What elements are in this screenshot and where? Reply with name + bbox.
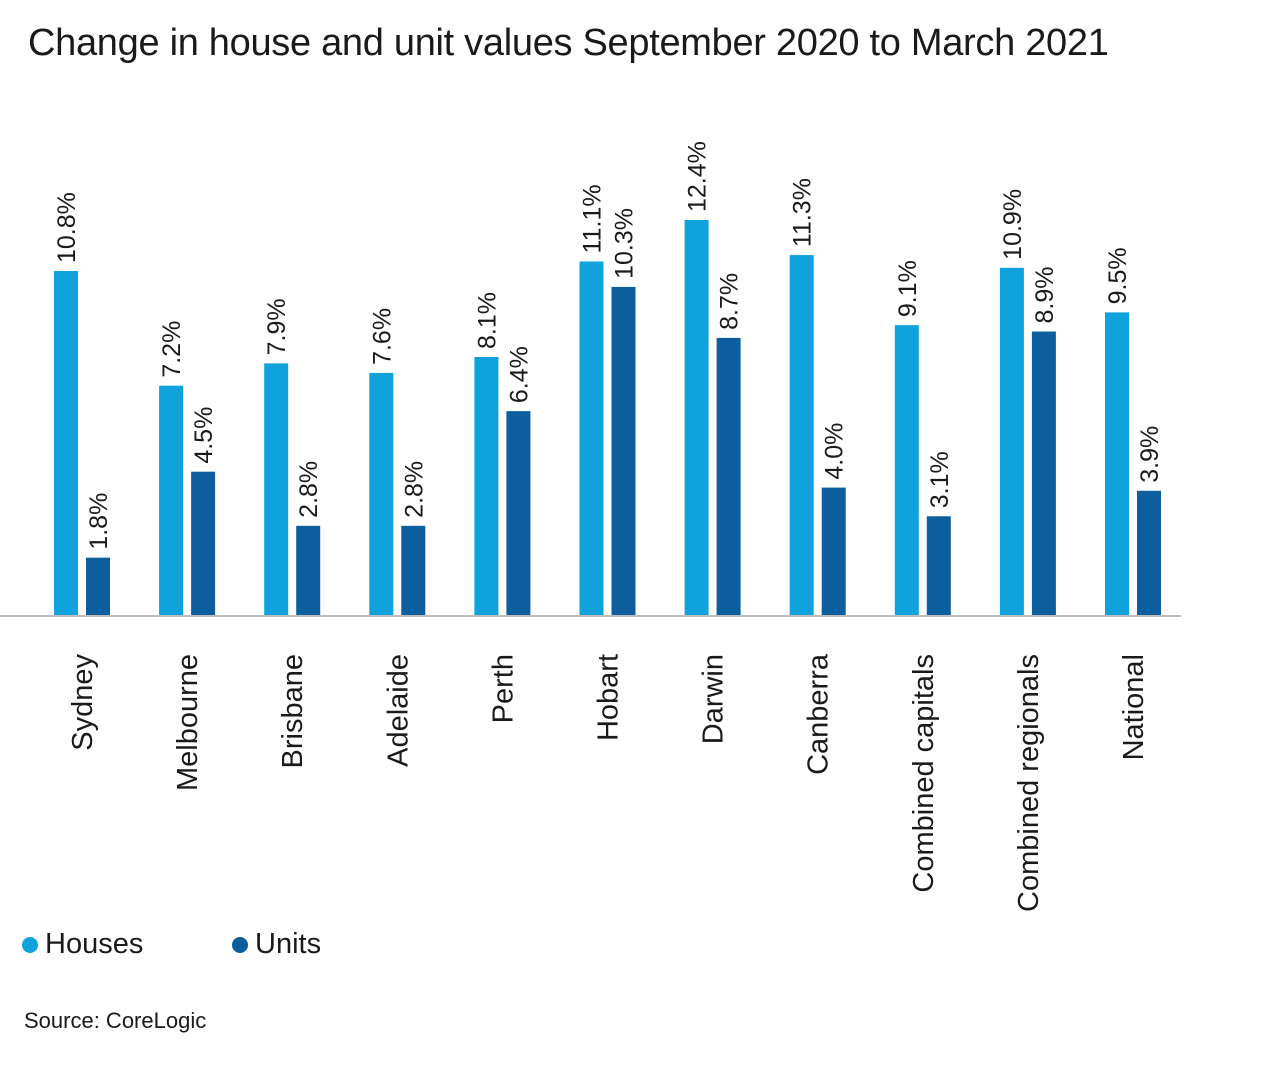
data-label-units-brisbane: 2.8%	[295, 461, 323, 518]
data-label-houses-hobart: 11.1%	[579, 184, 607, 253]
category-label-combined-regionals: Combined regionals	[1013, 654, 1045, 912]
data-label-units-perth: 6.4%	[505, 346, 533, 403]
data-label-houses-adelaide: 7.6%	[368, 308, 396, 365]
data-label-houses-national: 9.5%	[1104, 247, 1132, 304]
bar-units-darwin	[716, 337, 741, 615]
legend-item-houses: Houses	[22, 928, 143, 961]
bar-houses-national	[1105, 312, 1129, 615]
bar-houses-darwin	[684, 220, 709, 615]
data-label-houses-canberra: 11.3%	[789, 178, 817, 247]
category-label-national: National	[1118, 654, 1150, 760]
legend-item-units: Units	[232, 928, 321, 961]
data-label-units-combined-regionals: 8.9%	[1031, 267, 1059, 324]
legend-swatch-houses	[22, 936, 38, 953]
bar-chart: 10.8% 1.8% Sydney 7.2% 4.5% Melbourne 7.9% 2.8%…	[0, 141, 1181, 912]
category-label-adelaide: Adelaide	[382, 654, 414, 767]
data-label-units-darwin: 8.7%	[716, 273, 744, 330]
bar-houses-canberra	[789, 255, 814, 615]
data-label-units-national: 3.9%	[1136, 426, 1164, 483]
data-label-houses-sydney: 10.8%	[53, 192, 81, 263]
data-label-houses-darwin: 12.4%	[684, 141, 712, 212]
legend-label-units: Units	[255, 928, 322, 960]
bar-houses-perth	[474, 357, 499, 615]
bar-houses-hobart	[579, 261, 604, 615]
bar-units-combined-capitals	[926, 516, 951, 615]
category-label-brisbane: Brisbane	[277, 654, 309, 768]
bar-units-perth	[506, 411, 531, 615]
bar-units-brisbane	[296, 525, 321, 615]
bar-houses-adelaide	[369, 372, 394, 615]
category-label-perth: Perth	[487, 654, 519, 723]
bar-houses-melbourne	[159, 385, 184, 615]
bar-houses-brisbane	[264, 363, 289, 615]
data-label-houses-melbourne: 7.2%	[158, 321, 186, 378]
bar-units-adelaide	[401, 525, 426, 615]
category-label-darwin: Darwin	[698, 654, 730, 744]
data-label-houses-combined-regionals: 10.9%	[999, 189, 1027, 260]
data-label-units-combined-capitals: 3.1%	[926, 451, 954, 508]
data-label-houses-perth: 8.1%	[473, 292, 501, 349]
bar-units-combined-regionals	[1031, 331, 1056, 615]
category-label-canberra: Canberra	[803, 653, 835, 775]
data-label-units-sydney: 1.8%	[85, 493, 113, 550]
category-label-combined-capitals: Combined capitals	[908, 654, 940, 893]
data-label-units-canberra: 4.0%	[821, 423, 849, 480]
bar-units-national	[1137, 490, 1161, 615]
bar-units-sydney	[86, 557, 110, 615]
bar-units-melbourne	[191, 471, 216, 615]
category-label-melbourne: Melbourne	[172, 654, 204, 791]
data-label-houses-brisbane: 7.9%	[263, 298, 291, 355]
chart-title: Change in house and unit values Septembe…	[28, 22, 1109, 64]
source-note: Source: CoreLogic	[24, 1008, 207, 1033]
data-label-houses-combined-capitals: 9.1%	[894, 260, 922, 317]
data-label-units-hobart: 10.3%	[611, 208, 639, 279]
bar-houses-sydney	[54, 271, 78, 615]
bar-houses-combined-capitals	[894, 325, 919, 615]
bar-units-hobart	[611, 286, 636, 615]
bar-houses-combined-regionals	[999, 267, 1024, 615]
category-label-sydney: Sydney	[67, 654, 99, 751]
data-label-units-adelaide: 2.8%	[400, 461, 428, 518]
category-label-hobart: Hobart	[593, 654, 625, 741]
legend-label-houses: Houses	[45, 928, 144, 960]
bar-units-canberra	[821, 487, 846, 615]
data-label-units-melbourne: 4.5%	[190, 407, 218, 464]
legend-swatch-units	[232, 936, 248, 953]
